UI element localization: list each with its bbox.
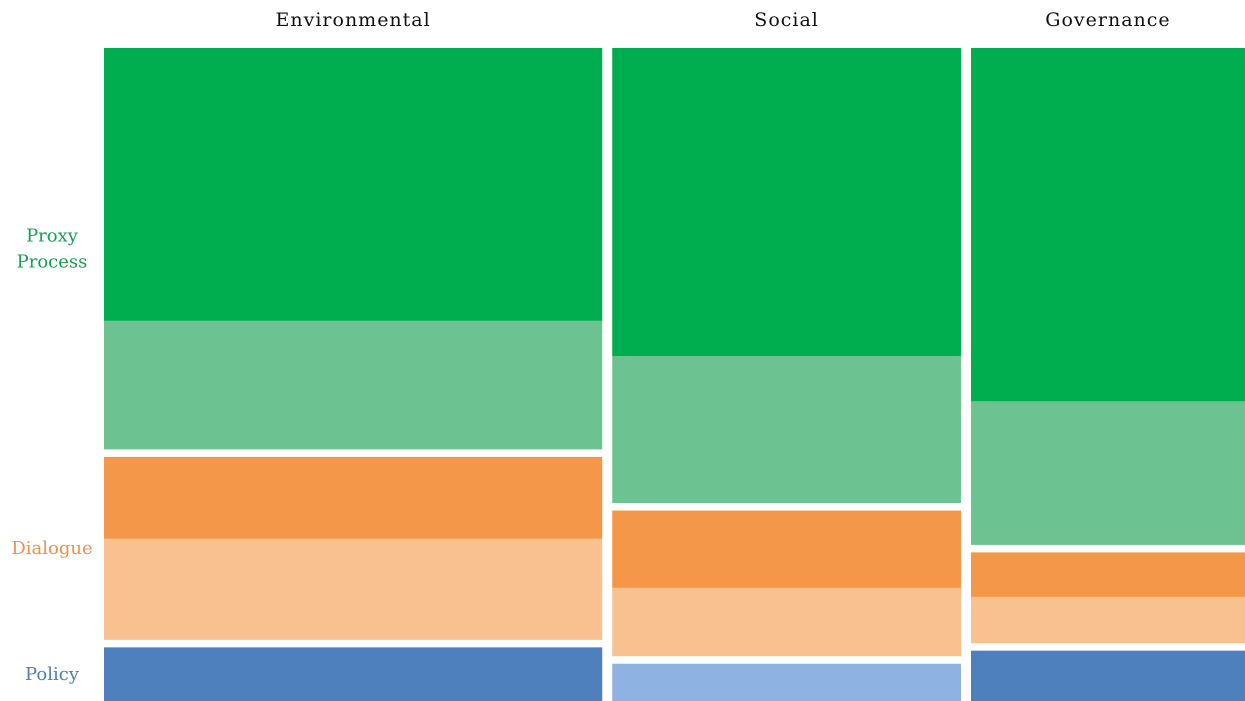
tile-environmental-policy-dark [104, 647, 603, 701]
tile-governance-dialogue-dark [970, 552, 1245, 598]
column-label-governance: Governance [1045, 9, 1170, 31]
tile-environmental-proxy-process-light [104, 320, 603, 450]
tile-social-dialogue-dark [612, 510, 961, 589]
tile-governance-policy-dark [970, 650, 1245, 701]
tile-social-policy-dark [612, 663, 961, 701]
row-label-policy: Policy [25, 664, 80, 685]
column-label-social: Social [754, 9, 819, 31]
row-label-dialogue: Dialogue [11, 538, 92, 559]
column-label-environmental: Environmental [276, 9, 431, 31]
tile-environmental-dialogue-light [104, 538, 603, 640]
tile-governance-dialogue-light [970, 596, 1245, 644]
tile-social-proxy-process-light [612, 356, 961, 504]
column-labels: Environmental Social Governance [276, 9, 1170, 31]
row-label-proxy-process: Proxy Process [17, 225, 88, 272]
tile-governance-proxy-process-light [970, 401, 1245, 545]
tile-environmental-dialogue-dark [104, 456, 603, 540]
mosaic-tiles [104, 48, 1245, 701]
tile-environmental-proxy-process-dark [104, 48, 603, 322]
tile-social-dialogue-light [612, 587, 961, 657]
tile-governance-proxy-process-dark [970, 48, 1245, 402]
row-labels: Proxy Process Dialogue Policy [11, 225, 92, 685]
tile-social-proxy-process-dark [612, 48, 961, 357]
